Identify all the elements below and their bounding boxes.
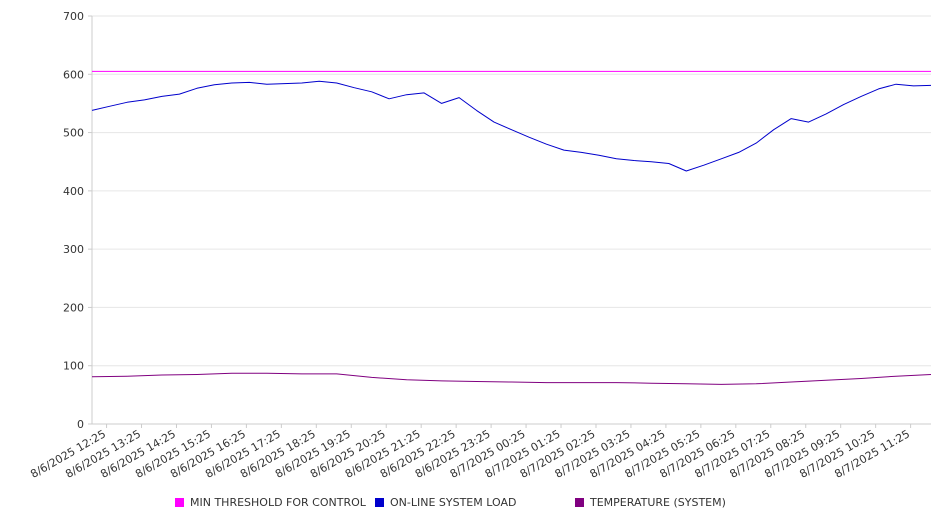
grid-lines (92, 15, 931, 367)
legend-label: MIN THRESHOLD FOR CONTROL (190, 496, 366, 509)
y-tick-label: 300 (63, 243, 84, 256)
x-axis-tick-labels: 8/6/2025 12:258/6/2025 13:258/6/2025 14:… (28, 427, 912, 481)
series-line-on-line-system-load (91, 80, 932, 172)
y-tick-label: 500 (63, 127, 84, 140)
axes (88, 15, 931, 428)
legend-item[interactable]: TEMPERATURE (SYSTEM) (575, 496, 726, 509)
y-tick-label: 400 (63, 185, 84, 198)
line-chart: 0 100 200 300 400 500 600 700 8/6/2025 12:258/6… (28, 10, 932, 481)
y-tick-label: 600 (63, 68, 84, 81)
series-lines (91, 70, 932, 385)
y-tick-label: 100 (63, 360, 84, 373)
y-axis-tick-labels: 0 100 200 300 400 500 600 700 (63, 10, 84, 431)
legend-item[interactable]: ON-LINE SYSTEM LOAD (375, 496, 516, 509)
legend-item[interactable]: MIN THRESHOLD FOR CONTROL (175, 496, 366, 509)
series-line-temperature-system (91, 372, 932, 385)
chart-legend: MIN THRESHOLD FOR CONTROL ON-LINE SYSTEM … (0, 496, 946, 516)
legend-swatch (575, 498, 584, 507)
y-tick-label: 0 (77, 418, 84, 431)
legend-swatch (375, 498, 384, 507)
legend-label: TEMPERATURE (SYSTEM) (590, 496, 726, 509)
legend-swatch (175, 498, 184, 507)
y-tick-label: 700 (63, 10, 84, 23)
y-tick-label: 200 (63, 301, 84, 314)
legend-label: ON-LINE SYSTEM LOAD (390, 496, 517, 509)
